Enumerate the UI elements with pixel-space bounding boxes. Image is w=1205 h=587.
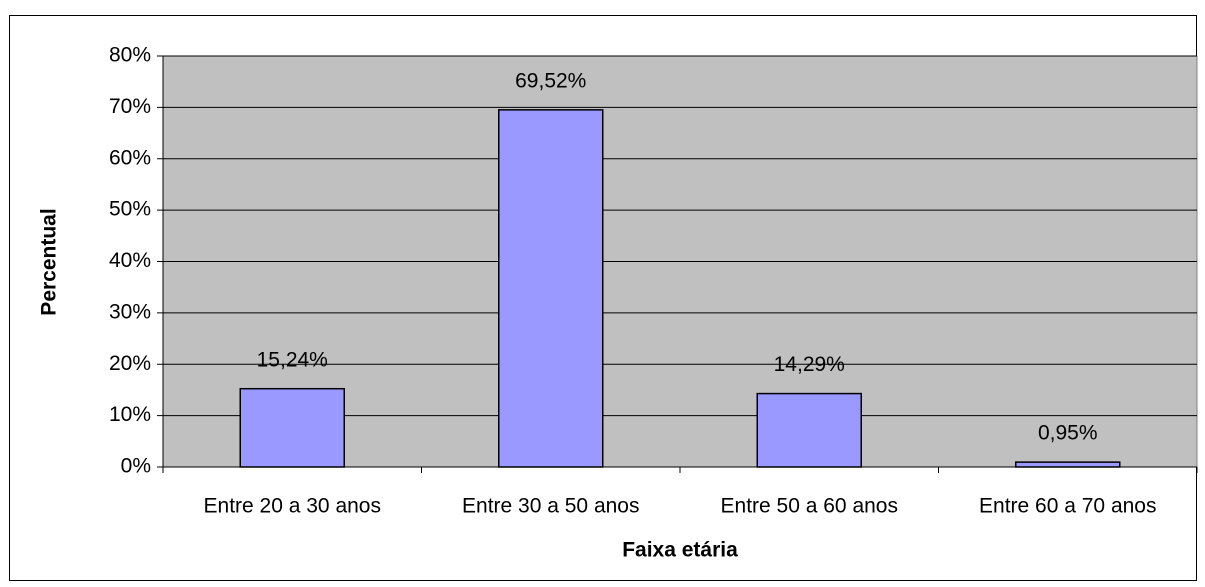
data-label: 14,29% xyxy=(774,353,845,376)
x-tick-label: Entre 60 a 70 anos xyxy=(979,495,1156,518)
y-tick-label: 80% xyxy=(109,44,151,67)
y-tick-label: 20% xyxy=(109,352,151,375)
y-tick-label: 60% xyxy=(109,146,151,169)
bar xyxy=(756,392,862,468)
x-axis-title: Faixa etária xyxy=(622,539,738,562)
y-tick-label: 70% xyxy=(109,95,151,118)
bar xyxy=(498,109,604,468)
data-label: 15,24% xyxy=(257,348,328,371)
y-axis-title: Percentual xyxy=(38,208,61,315)
y-tick-label: 0% xyxy=(121,455,151,478)
y-tick-label: 50% xyxy=(109,198,151,221)
data-label: 0,95% xyxy=(1038,422,1098,445)
y-tick-label: 40% xyxy=(109,249,151,272)
bar xyxy=(239,387,345,468)
x-tick-label: Entre 20 a 30 anos xyxy=(204,495,381,518)
y-tick-label: 30% xyxy=(109,300,151,323)
x-tick-label: Entre 30 a 50 anos xyxy=(462,495,639,518)
y-tick-label: 10% xyxy=(109,403,151,426)
x-tick-label: Entre 50 a 60 anos xyxy=(721,495,898,518)
bar xyxy=(1015,461,1121,468)
data-label: 69,52% xyxy=(515,69,586,92)
